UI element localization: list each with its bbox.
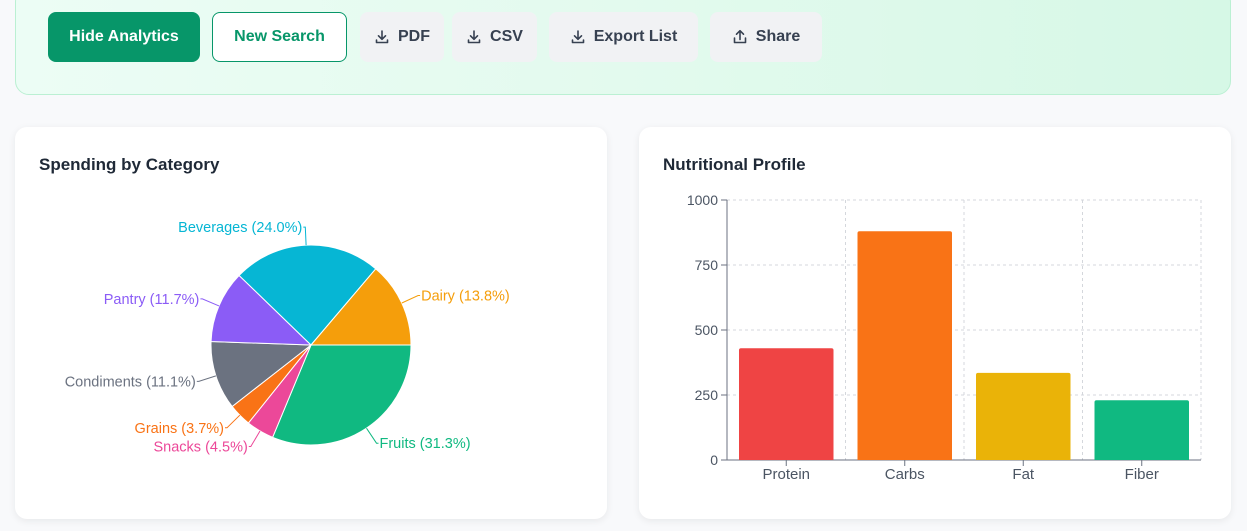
pdf-label: PDF (398, 28, 430, 45)
pie-slice-beverages[interactable] (238, 244, 377, 346)
pie-leader-fruits (366, 427, 379, 444)
spending-pie-chart: Fruits (31.3%) Snacks (4.5%) Grains (3.7%)… (65, 220, 510, 456)
y-tick-label: 0 (710, 452, 718, 468)
share-button[interactable]: Share (710, 12, 822, 62)
pie-leader-snacks (248, 430, 261, 447)
nutrition-bar-chart: 0 250 500 750 1000 Protein Carbs Fat Fiber (687, 192, 1202, 483)
pie-label-snacks: Snacks (4.5%) (154, 440, 248, 456)
nutrition-card: Nutritional Profile 0 250 500 750 1000 Protei… (639, 127, 1231, 519)
pie-label-fruits: Fruits (31.3%) (380, 436, 471, 452)
y-tick-label: 750 (695, 257, 719, 273)
download-icon (467, 30, 481, 44)
pdf-download-button[interactable]: PDF (360, 12, 444, 62)
bar-protein[interactable] (739, 348, 834, 460)
share-icon (733, 29, 747, 44)
csv-label: CSV (490, 28, 523, 45)
new-search-button[interactable]: New Search (212, 12, 347, 62)
x-tick-label-protein: Protein (762, 466, 810, 483)
hide-analytics-button[interactable]: Hide Analytics (48, 12, 200, 62)
share-label: Share (755, 28, 801, 45)
y-tick-label: 500 (695, 322, 719, 338)
pie-leader-beverages (303, 226, 307, 246)
spending-card: Spending by Category Fruits (31.3%) Snack… (15, 127, 607, 519)
y-tick-label: 250 (695, 387, 719, 403)
bar-fiber[interactable] (1094, 400, 1190, 460)
pie-label-condiments: Condiments (11.1%) (65, 374, 196, 390)
export-list-label: Export List (593, 28, 678, 45)
pie-leader-condiments (196, 375, 217, 382)
pie-leader-dairy (401, 295, 421, 304)
bar-fat[interactable] (976, 372, 1071, 460)
pie-label-beverages: Beverages (24.0%) (178, 220, 302, 236)
bar-carbs[interactable] (857, 231, 953, 460)
spending-title: Spending by Category (39, 155, 220, 174)
download-icon (571, 30, 585, 44)
download-icon (375, 30, 389, 44)
pie-slice-dairy[interactable] (309, 268, 412, 346)
pie-label-grains: Grains (3.7%) (135, 421, 224, 437)
pie-slice-fruits[interactable] (271, 344, 412, 446)
hide-analytics-label: Hide Analytics (69, 28, 179, 45)
export-list-button[interactable]: Export List (549, 12, 698, 62)
x-tick-label-fat: Fat (1012, 466, 1035, 483)
x-tick-label-fiber: Fiber (1125, 466, 1159, 483)
new-search-label: New Search (234, 28, 325, 45)
x-tick-label-carbs: Carbs (885, 466, 925, 483)
csv-download-button[interactable]: CSV (452, 12, 537, 62)
pie-slice-condiments[interactable] (210, 341, 313, 408)
pie-leader-grains (225, 414, 241, 429)
pie-leader-pantry (200, 298, 220, 307)
pie-label-dairy: Dairy (13.8%) (421, 289, 510, 305)
pie-slice-pantry[interactable] (210, 274, 313, 346)
nutrition-title: Nutritional Profile (663, 155, 806, 174)
y-tick-label: 1000 (687, 192, 718, 208)
pie-label-pantry: Pantry (11.7%) (104, 292, 200, 308)
